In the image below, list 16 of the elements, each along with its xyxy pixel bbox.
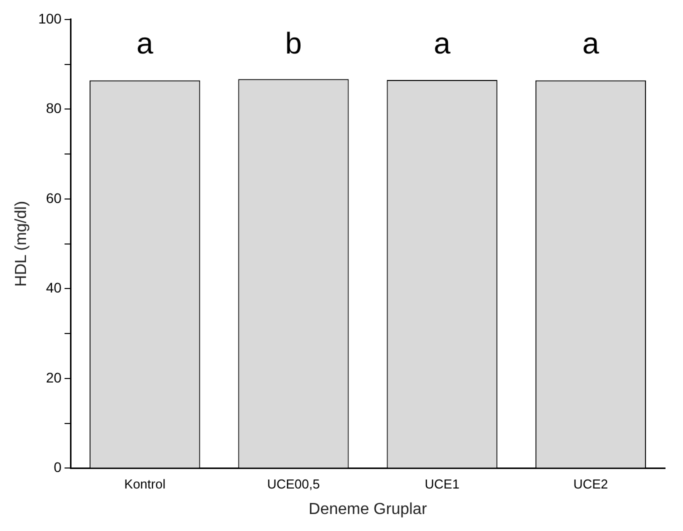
y-tick-label: 20 [46, 369, 62, 386]
y-tick-label: 60 [46, 190, 62, 206]
x-tick-label: UCE2 [573, 476, 608, 492]
x-tick-label: UCE1 [424, 476, 460, 492]
x-axis-title: Deneme Gruplar [308, 500, 428, 518]
x-tick-label: UCE00,5 [267, 476, 320, 492]
annotation: a [136, 27, 154, 60]
y-tick-label: 0 [54, 459, 62, 476]
annotation: a [434, 27, 451, 60]
y-tick-label: 100 [38, 10, 62, 26]
annotation: a [582, 27, 600, 60]
x-tick-label: Kontrol [124, 476, 166, 492]
y-tick-label: 80 [46, 100, 62, 116]
annotation: b [285, 27, 302, 60]
y-axis-title: HDL (mg/dl) [13, 200, 30, 287]
y-tick-label: 40 [46, 280, 62, 296]
